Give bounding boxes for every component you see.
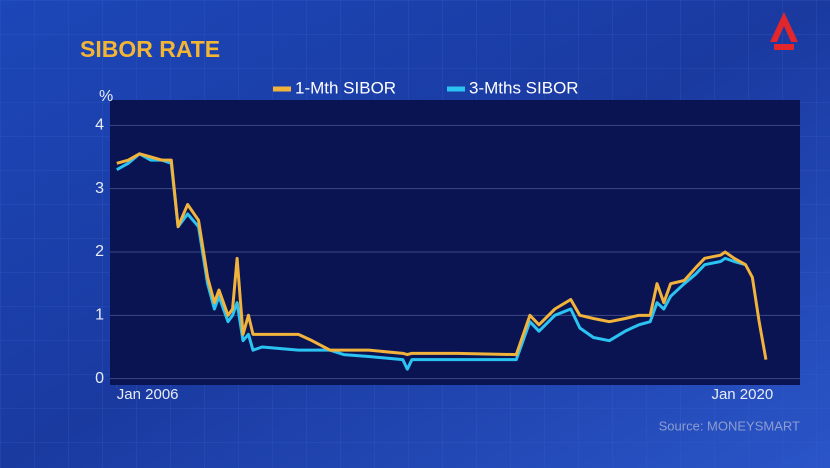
plot-area [110, 100, 800, 385]
y-tick-label: 3 [95, 180, 104, 197]
series-line [116, 152, 768, 360]
logo-mark [770, 12, 798, 42]
legend-label: 3-Mths SIBOR [469, 78, 579, 97]
logo [770, 12, 798, 50]
source-note: Source: MONEYSMART [659, 418, 800, 433]
y-axis-unit: % [99, 88, 113, 105]
y-tick-label: 2 [95, 243, 104, 260]
chart-title: SIBOR RATE [80, 36, 220, 62]
y-tick-label: 0 [95, 370, 104, 387]
x-tick-label: Jan 2006 [117, 386, 179, 403]
y-tick-label: 1 [95, 307, 104, 324]
legend-label: 1-Mth SIBOR [295, 78, 396, 97]
y-tick-label: 4 [95, 117, 104, 134]
x-tick-label: Jan 2020 [711, 386, 773, 403]
logo-bar [774, 44, 794, 50]
